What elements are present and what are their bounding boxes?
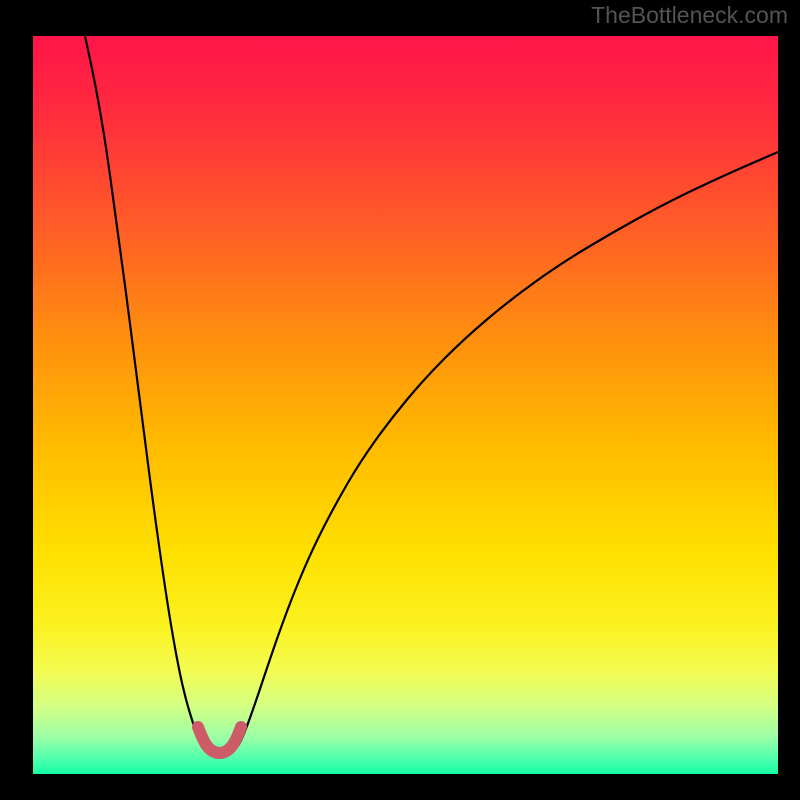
plot-area <box>33 36 778 774</box>
bottleneck-chart-svg <box>0 0 800 800</box>
watermark-text: TheBottleneck.com <box>591 2 788 29</box>
chart-stage: TheBottleneck.com <box>0 0 800 800</box>
